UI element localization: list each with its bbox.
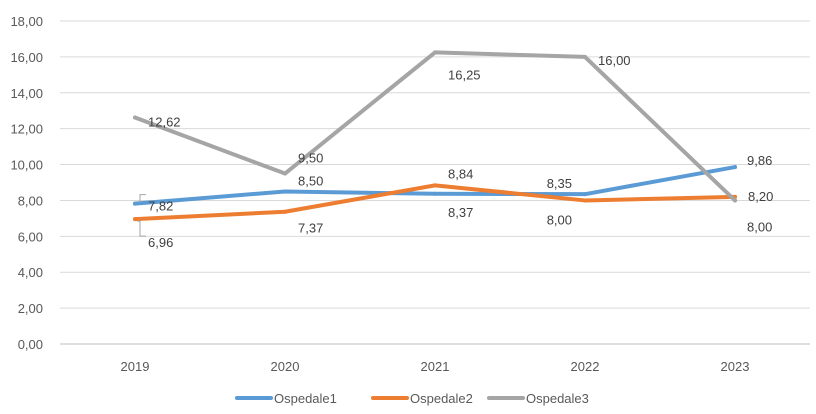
gridlines — [60, 20, 810, 345]
data-label: 7,37 — [298, 221, 323, 236]
x-tick-label: 2020 — [271, 359, 300, 374]
legend-label-ospedale2: Ospedale2 — [410, 391, 473, 406]
legend: Ospedale1 Ospedale2 Ospedale3 — [235, 391, 589, 406]
x-tick-label: 2021 — [421, 359, 450, 374]
y-tick-label: 2,00 — [18, 301, 43, 316]
x-tick-label: 2022 — [571, 359, 600, 374]
data-point — [283, 189, 287, 194]
data-point — [283, 171, 287, 176]
legend-label-ospedale1: Ospedale1 — [274, 391, 337, 406]
x-tick-label: 2023 — [721, 359, 750, 374]
y-tick-label: 18,00 — [10, 14, 43, 29]
data-label: 9,50 — [298, 151, 323, 166]
data-point — [733, 165, 737, 170]
data-label: 8,50 — [298, 173, 323, 188]
data-point — [433, 183, 437, 188]
data-label: 8,84 — [448, 166, 473, 181]
data-point — [733, 198, 737, 203]
legend-label-ospedale3: Ospedale3 — [526, 391, 589, 406]
y-tick-label: 10,00 — [10, 158, 43, 173]
series-lines — [133, 50, 737, 222]
data-point — [433, 191, 437, 196]
label-leader-line — [137, 220, 146, 237]
series-line-ospedale2 — [133, 183, 737, 222]
data-labels: 7,82 8,50 8,37 8,35 9,86 6,96 7,37 8,84 8,00 8,20… — [148, 53, 773, 250]
data-label: 16,00 — [598, 53, 631, 68]
y-tick-label: 14,00 — [10, 86, 43, 101]
data-label: 9,86 — [747, 153, 772, 168]
label-leader-line — [137, 194, 146, 203]
data-point — [433, 50, 437, 55]
y-tick-label: 0,00 — [18, 337, 43, 352]
y-tick-label: 6,00 — [18, 229, 43, 244]
data-label: 8,00 — [547, 212, 572, 227]
y-axis-tick-labels: 0,00 2,00 4,00 6,00 8,00 10,00 12,00 14,00 16,00… — [10, 14, 43, 352]
y-tick-label: 8,00 — [18, 193, 43, 208]
series-line-ospedale3 — [133, 50, 737, 203]
data-label: 8,20 — [748, 189, 773, 204]
data-point — [583, 54, 587, 59]
data-point — [133, 115, 137, 120]
data-point — [583, 198, 587, 203]
data-label: 7,82 — [148, 199, 173, 214]
data-point — [583, 192, 587, 197]
data-label: 12,62 — [148, 115, 181, 130]
x-axis-tick-labels: 2019 2020 2021 2022 2023 — [121, 359, 750, 374]
data-label: 8,37 — [448, 205, 473, 220]
label-leader-lines — [137, 194, 146, 237]
data-label: 16,25 — [448, 67, 481, 82]
data-point — [133, 201, 137, 206]
y-tick-label: 12,00 — [10, 122, 43, 137]
y-tick-label: 16,00 — [10, 50, 43, 65]
data-label: 6,96 — [148, 235, 173, 250]
data-label: 8,00 — [747, 219, 772, 234]
data-label: 8,35 — [547, 176, 572, 191]
y-tick-label: 4,00 — [18, 265, 43, 280]
x-tick-label: 2019 — [121, 359, 150, 374]
data-point — [283, 209, 287, 214]
data-point — [133, 217, 137, 222]
